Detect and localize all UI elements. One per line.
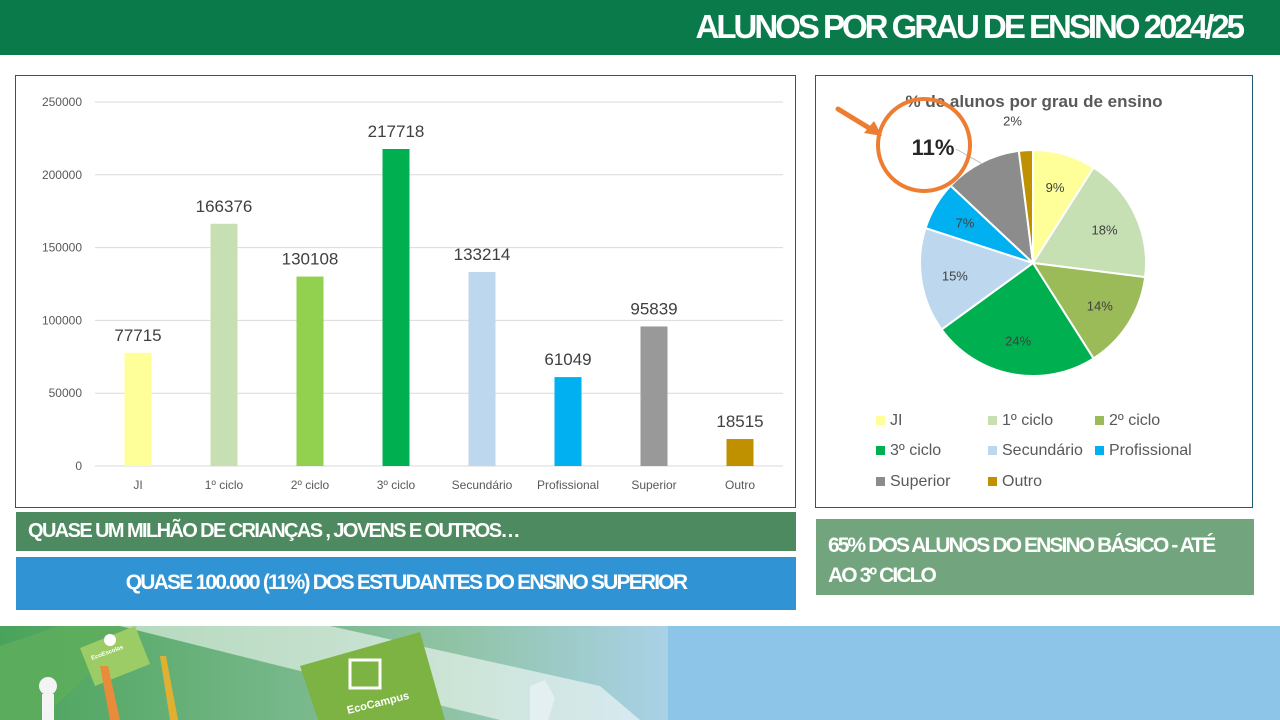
pie-title: % de alunos por grau de ensino <box>906 92 1163 111</box>
y-tick-label: 50000 <box>49 386 83 400</box>
legend-label: Superior <box>890 473 951 490</box>
bar <box>468 272 496 466</box>
bar <box>726 439 754 466</box>
x-tick-label: 2º ciclo <box>291 478 330 492</box>
legend-label: Outro <box>1002 473 1043 490</box>
legend-label: 2º ciclo <box>1109 412 1161 429</box>
y-tick-label: 200000 <box>42 168 82 182</box>
pie-data-label: 15% <box>942 268 968 283</box>
legend-swatch <box>876 477 885 487</box>
x-tick-label: 3º ciclo <box>377 478 416 492</box>
x-tick-label: Secundário <box>452 478 513 492</box>
legend-label: 3º ciclo <box>890 442 942 459</box>
bar-value-label: 61049 <box>544 350 591 369</box>
pie-data-label: 7% <box>956 216 975 231</box>
banner-quase-milhao: QUASE UM MILHÃO DE CRIANÇAS , JOVENS E O… <box>16 512 796 551</box>
legend-item: Secundário <box>988 442 1083 460</box>
pie-data-label: 9% <box>1046 180 1065 195</box>
bar-value-label: 95839 <box>630 299 677 318</box>
pie-slice <box>1031 261 1147 360</box>
highlight-circle <box>876 97 972 193</box>
ecoescolas-flag-illustration: EcoEscolas <box>80 626 150 686</box>
bar <box>382 149 410 466</box>
y-tick-label: 250000 <box>42 95 82 109</box>
pie-slice <box>919 226 1036 331</box>
pie-slice <box>1031 166 1147 279</box>
legend-item: Superior <box>876 473 950 491</box>
legend-item: Outro <box>988 473 1042 491</box>
bar-chart-panel: 0 50000 100000 150000 200000 250000 77715 JI 166… <box>15 75 796 508</box>
bar <box>640 326 668 466</box>
bar-value-label: 77715 <box>114 326 161 345</box>
highlight-arrow <box>835 106 877 134</box>
bar <box>210 223 238 466</box>
bar-value-label: 130108 <box>282 250 339 269</box>
y-tick-label: 150000 <box>42 241 82 255</box>
banner-basico: 65% DOS ALUNOS DO ENSINO BÁSICO - ATÉ AO… <box>816 519 1254 595</box>
legend-item: JI <box>876 412 902 430</box>
bar <box>124 352 152 466</box>
pie-chart: % de alunos por grau de ensino 9% 18% 14% 24… <box>835 92 1163 377</box>
legend-swatch <box>1095 416 1104 426</box>
pie-slice <box>949 149 1035 266</box>
legend-item: 1º ciclo <box>988 412 1053 430</box>
legend-swatch <box>876 446 885 456</box>
pie-data-label: 18% <box>1092 222 1118 237</box>
legend-item: Profissional <box>1095 442 1192 460</box>
ecocampus-flag-illustration: EcoCampus <box>300 632 445 720</box>
highlight-arrowhead <box>864 121 882 136</box>
bar-value-label: 217718 <box>368 122 425 141</box>
x-tick-label: Outro <box>725 478 755 492</box>
pie-data-label: 2% <box>1003 113 1022 128</box>
bar-value-label: 18515 <box>716 412 763 431</box>
x-tick-label: Profissional <box>537 478 599 492</box>
legend-swatch <box>988 446 997 456</box>
bar-value-label: 133214 <box>454 245 511 264</box>
legend-item: 2º ciclo <box>1095 412 1160 430</box>
pie-data-label: 24% <box>1005 334 1031 349</box>
legend-swatch <box>876 416 885 426</box>
eco-photo-strip: EcoCampus EcoEscolas <box>0 626 1280 720</box>
legend-label: JI <box>890 412 903 429</box>
legend-item: 3º ciclo <box>876 442 941 460</box>
pie-slice <box>940 261 1095 377</box>
legend-label: Profissional <box>1109 442 1192 459</box>
bar <box>296 276 324 466</box>
legend-swatch <box>1095 446 1104 456</box>
bar-value-label: 166376 <box>196 197 253 216</box>
bar <box>554 377 582 466</box>
photo-illustration: EcoCampus EcoEscolas <box>0 626 1280 720</box>
y-tick-label: 0 <box>75 459 82 473</box>
y-tick-label: 100000 <box>42 313 82 327</box>
legend-swatch <box>988 477 997 487</box>
pie-data-label: 11% <box>912 135 955 160</box>
pie-data-label: 14% <box>1087 298 1113 313</box>
x-tick-label: Superior <box>631 478 676 492</box>
x-tick-label: JI <box>133 478 142 492</box>
page-title: ALUNOS POR GRAU DE ENSINO 2024/25 <box>695 8 1245 45</box>
bar-chart: 0 50000 100000 150000 200000 250000 77715 JI 166… <box>42 95 783 492</box>
legend-label: Secundário <box>1002 442 1083 459</box>
pie-slice <box>1017 148 1034 264</box>
legend-label: 1º ciclo <box>1002 412 1054 429</box>
pie-chart-panel: % de alunos por grau de ensino 9% 18% 14% 24… <box>815 75 1253 508</box>
x-tick-label: 1º ciclo <box>205 478 244 492</box>
banner-superior: QUASE 100.000 (11%) DOS ESTUDANTES DO EN… <box>16 557 796 610</box>
header-bar: ALUNOS POR GRAU DE ENSINO 2024/25 <box>0 0 1280 55</box>
legend-swatch <box>988 416 997 426</box>
